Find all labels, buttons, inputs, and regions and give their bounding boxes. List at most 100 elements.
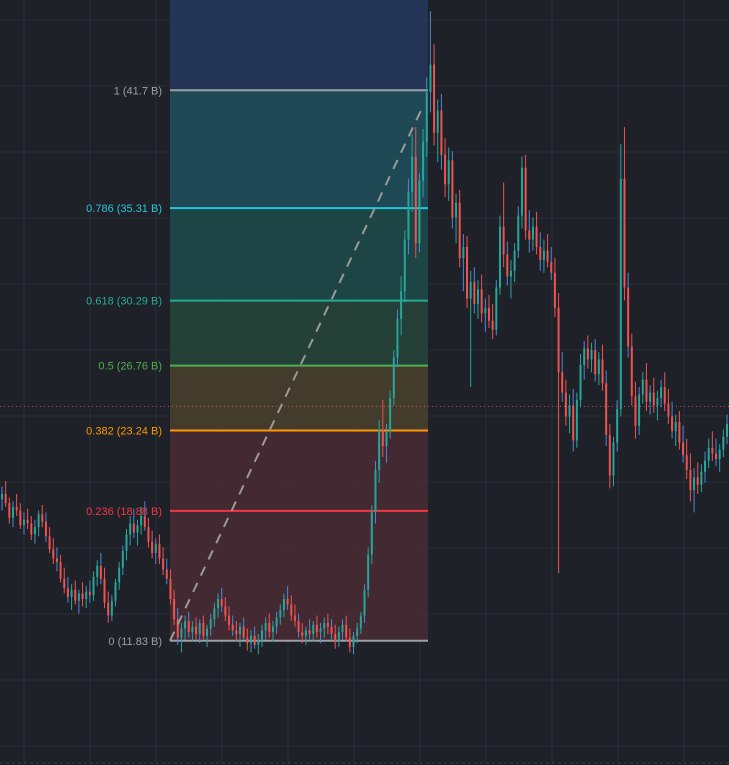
candle: [597, 352, 600, 386]
candle: [140, 506, 143, 535]
candle: [304, 626, 307, 646]
candle-body: [151, 541, 154, 553]
candle: [118, 562, 121, 590]
candle: [539, 232, 542, 271]
candle-body: [667, 403, 670, 417]
candle: [173, 589, 176, 625]
candle-body: [630, 346, 633, 397]
candle-body: [162, 558, 165, 570]
candle: [689, 453, 692, 502]
candle: [590, 342, 593, 373]
candle-body: [469, 281, 472, 299]
candle: [711, 431, 714, 461]
candle: [425, 77, 428, 157]
candle-body: [711, 447, 714, 454]
candle-body: [671, 416, 674, 432]
candle: [48, 527, 51, 553]
candle: [121, 545, 124, 576]
candle-body: [30, 523, 33, 535]
candle: [667, 388, 670, 424]
candle: [605, 370, 608, 447]
candle: [348, 628, 351, 653]
fibonacci-trend-line[interactable]: [169, 107, 423, 642]
candle: [509, 259, 512, 299]
candle-body: [645, 379, 648, 402]
candle-body: [184, 621, 187, 629]
candle: [469, 270, 472, 388]
candle: [15, 493, 18, 517]
candle-body: [400, 291, 403, 319]
candle-body: [506, 254, 509, 277]
candle: [55, 547, 58, 572]
candle: [312, 621, 315, 642]
candle: [290, 595, 293, 622]
candle: [279, 604, 282, 625]
candle: [579, 353, 582, 408]
candle: [671, 401, 674, 439]
candle-body: [396, 318, 399, 358]
fib-zone-0.5: [170, 300, 428, 366]
candle-body: [169, 578, 172, 599]
trend-line: [169, 107, 423, 642]
candle-body: [165, 569, 168, 579]
candle-body: [612, 442, 615, 476]
candle-body: [22, 519, 25, 526]
candle-body: [498, 226, 501, 288]
candle-body: [173, 598, 176, 620]
candle-body: [513, 250, 516, 271]
candle-body: [407, 191, 410, 240]
candle-body: [180, 628, 183, 638]
candle-body: [480, 289, 483, 314]
candle: [520, 156, 523, 229]
candle-body: [414, 156, 417, 244]
candle: [151, 530, 154, 559]
candle: [455, 193, 458, 244]
candle-body: [92, 576, 95, 596]
candle: [224, 597, 227, 622]
candle: [528, 210, 531, 253]
candle-body: [367, 554, 370, 590]
candle: [107, 591, 110, 623]
candle-body: [422, 141, 425, 181]
candle-body: [726, 423, 728, 437]
fibonacci-retracement[interactable]: [170, 0, 428, 642]
candle: [531, 217, 534, 251]
candle-body: [477, 289, 480, 305]
candle-body: [297, 621, 300, 633]
candle: [143, 501, 146, 531]
candle: [103, 567, 106, 609]
candle-body: [363, 589, 366, 616]
candle: [147, 517, 150, 548]
candle: [561, 352, 564, 402]
candle: [110, 595, 113, 622]
candle-body: [103, 578, 106, 603]
candle: [66, 576, 69, 603]
candle: [92, 571, 95, 601]
candle: [70, 584, 73, 611]
candle: [722, 429, 725, 458]
candle-body: [125, 534, 128, 552]
candle: [8, 497, 11, 524]
candle: [282, 593, 285, 618]
candle: [268, 613, 271, 638]
candle: [444, 138, 447, 198]
candle-body: [81, 593, 84, 599]
candle: [645, 363, 648, 411]
candle: [506, 241, 509, 286]
candle: [429, 11, 432, 113]
candle-body: [411, 156, 414, 192]
candle: [553, 258, 556, 317]
candle: [264, 617, 267, 640]
candle-body: [381, 429, 384, 447]
candle: [136, 519, 139, 546]
candle-body: [418, 180, 421, 244]
candle-body: [110, 600, 113, 616]
candle: [341, 619, 344, 640]
candle: [242, 617, 245, 640]
candle-body: [312, 624, 315, 634]
candle: [608, 423, 611, 489]
candle-body: [191, 626, 194, 633]
candle: [619, 143, 622, 417]
candle-body: [359, 615, 362, 629]
